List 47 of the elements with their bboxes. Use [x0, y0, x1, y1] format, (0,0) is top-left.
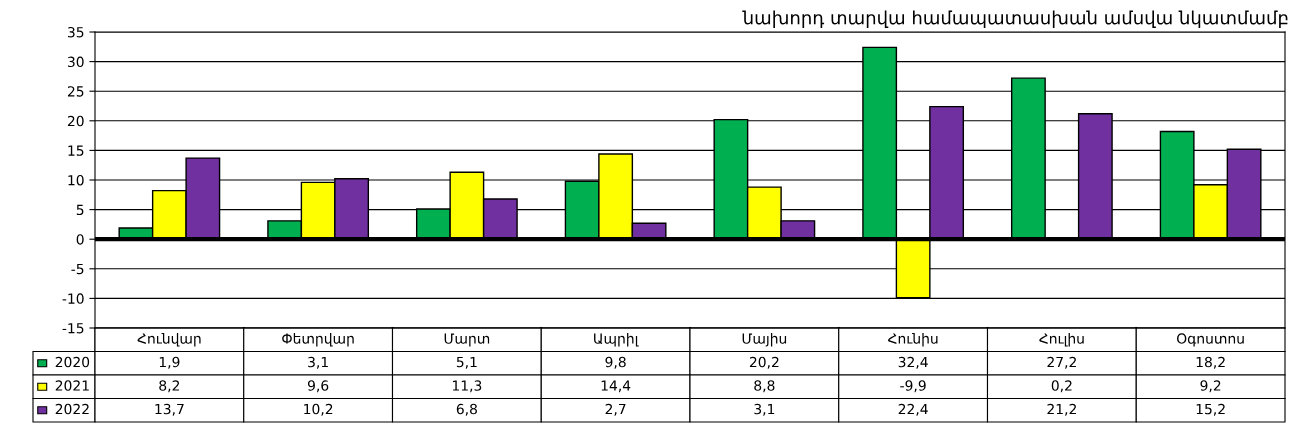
- legend-label: 2021: [55, 380, 89, 391]
- data-label: 32,4: [898, 356, 928, 369]
- y-tick-label: 0: [76, 234, 84, 245]
- y-tick-label: 10: [68, 174, 84, 186]
- x-tick-label: Հունվար: [137, 333, 201, 347]
- data-label: 15,2: [1196, 403, 1225, 416]
- x-tick-label: Հուլիս: [1039, 333, 1084, 347]
- y-tick-label: 20: [67, 115, 84, 127]
- y-tick-label: 30: [67, 56, 84, 68]
- x-tick-label: Հունիս: [888, 333, 938, 347]
- data-label: 20,2: [749, 356, 779, 369]
- data-label: 18,2: [1196, 356, 1225, 369]
- data-label: 6,8: [456, 403, 477, 416]
- data-label: 22,4: [898, 403, 928, 416]
- data-label: 14,4: [601, 380, 631, 393]
- x-tick-label: Օգոստոս: [1177, 333, 1244, 347]
- legend-label: 2022: [55, 403, 89, 415]
- data-label: 2,7: [605, 403, 626, 416]
- data-label: 27,2: [1047, 356, 1076, 369]
- data-label: -9,9: [900, 380, 926, 393]
- data-label: 9,2: [1200, 380, 1221, 393]
- y-tick-label: 25: [67, 86, 84, 97]
- legend-label: 2020: [55, 356, 90, 368]
- y-tick-label: -5: [71, 263, 84, 275]
- data-label: 5,1: [456, 356, 477, 369]
- data-label: 10,2: [304, 403, 333, 416]
- x-tick-label: Մայիս: [742, 333, 787, 347]
- data-label: 9,6: [307, 380, 329, 393]
- data-label: 8,8: [754, 380, 775, 393]
- y-tick-label: 5: [76, 204, 84, 216]
- y-tick-label: -10: [62, 293, 84, 304]
- data-label: 21,2: [1047, 403, 1076, 416]
- data-label: 3,1: [308, 356, 328, 369]
- y-tick-label: -15: [62, 323, 84, 334]
- x-tick-label: Ապրիլ: [594, 333, 639, 347]
- data-label: 13,7: [155, 403, 184, 416]
- data-label: 0,2: [1051, 380, 1072, 393]
- y-tick-label: 35: [67, 26, 84, 38]
- x-tick-label: Փետրվար: [282, 333, 354, 347]
- data-label: 9,8: [605, 356, 626, 369]
- y-tick-label: 15: [68, 145, 84, 156]
- chart-title: նախորդ տարվա համապատասխան ամսվա նկատմամբ: [742, 10, 1288, 28]
- data-label: 11,3: [452, 380, 482, 393]
- x-tick-label: Մարտ: [444, 333, 490, 347]
- data-label: 1,9: [159, 356, 180, 369]
- data-label: 8,2: [159, 380, 180, 393]
- data-label: 3,1: [754, 403, 775, 416]
